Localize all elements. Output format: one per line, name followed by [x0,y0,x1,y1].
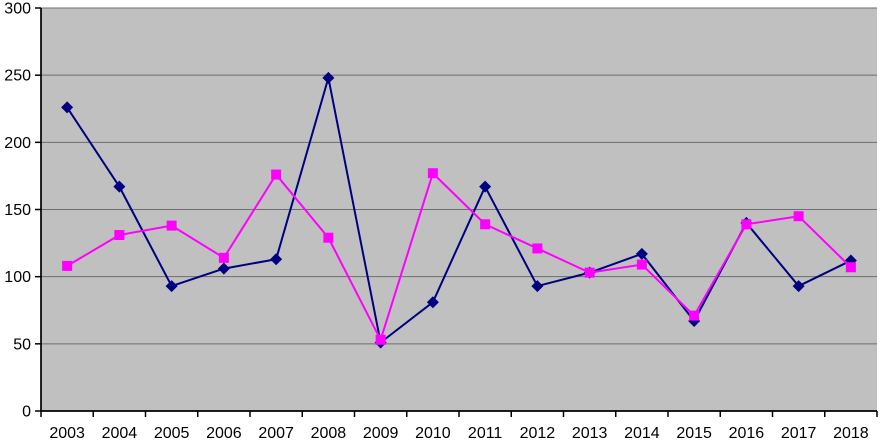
x-tick-label: 2003 [49,425,85,442]
navy-diamond-series-line [66,76,852,344]
x-tick-label: 2005 [154,425,190,442]
diamond-marker [792,280,805,293]
x-tick-label: 2014 [624,425,660,442]
y-tick-label: 100 [4,269,31,286]
square-marker [271,169,282,180]
magenta-square-series-line [66,172,852,341]
diamond-marker [217,262,230,275]
diamond-marker [113,180,126,193]
y-tick-label: 150 [4,202,31,219]
square-marker [62,260,73,271]
diamond-marker [635,247,648,260]
square-marker [218,252,229,263]
square-marker [323,232,334,243]
square-marker [532,243,543,254]
x-tick-label: 2012 [520,425,556,442]
y-tick-label: 0 [22,404,31,421]
x-tick-label: 2017 [781,425,817,442]
diamond-marker [165,280,178,293]
square-marker [114,230,125,241]
square-marker [741,219,752,230]
x-tick-label: 2006 [206,425,242,442]
square-marker [636,259,647,270]
square-marker [427,168,438,179]
y-tick-label: 200 [4,135,31,152]
x-tick-label: 2013 [572,425,608,442]
square-marker [480,219,491,230]
y-tick-label: 50 [13,336,31,353]
x-tick-label: 2004 [102,425,138,442]
diamond-marker [322,71,335,84]
x-tick-label: 2018 [833,425,869,442]
diamond-marker [61,101,74,114]
diamond-marker [531,280,544,293]
square-marker [166,220,177,231]
x-tick-label: 2007 [258,425,294,442]
square-marker [584,267,595,278]
y-tick-label: 300 [4,1,31,18]
diamond-marker [426,296,439,309]
x-tick-label: 2011 [468,425,503,442]
x-tick-label: 2016 [729,425,765,442]
square-marker [689,310,700,321]
square-marker [845,262,856,273]
diamond-marker [270,253,283,266]
x-tick-label: 2009 [363,425,399,442]
square-marker [793,211,804,222]
x-tick-label: 2008 [311,425,347,442]
x-tick-label: 2010 [415,425,451,442]
diamond-marker [479,180,492,193]
y-tick-label: 250 [4,68,31,85]
square-marker [375,334,386,345]
x-tick-label: 2015 [676,425,712,442]
